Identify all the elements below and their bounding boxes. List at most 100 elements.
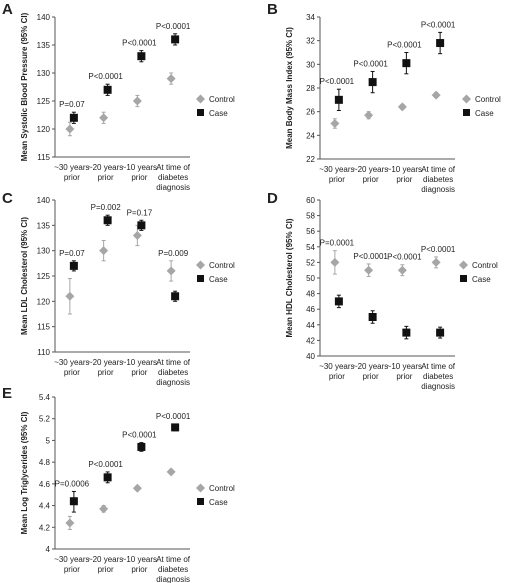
y-tick-label: 140 (37, 13, 51, 22)
legend-control-marker (196, 260, 205, 270)
case-point (368, 313, 377, 321)
p-value-annotation: P<0.0001 (88, 460, 123, 469)
legend-case-label: Case (472, 275, 491, 284)
y-tick-label: 120 (37, 297, 51, 306)
case-point (103, 85, 112, 94)
y-tick-label: 30 (306, 60, 315, 69)
y-tick-label: 130 (37, 247, 51, 256)
legend-case-marker (463, 109, 470, 116)
case-point (402, 59, 411, 68)
y-tick-label: 54 (306, 243, 315, 252)
case-point (171, 423, 180, 432)
legend-control-marker (459, 260, 468, 270)
y-tick-label: 52 (306, 258, 315, 267)
legend-case-marker (197, 109, 204, 116)
y-axis-label: Mean Body Mass Index (95% CI) (285, 27, 294, 149)
y-tick-label: 125 (37, 272, 51, 281)
y-tick-label: 5 (46, 436, 51, 445)
control-point (364, 265, 374, 275)
case-point (103, 216, 112, 225)
control-point (65, 518, 75, 528)
control-point (431, 257, 441, 267)
control-point (166, 74, 176, 84)
x-tick-label: ~10 years prior (122, 555, 157, 574)
legend-control-marker (462, 94, 471, 104)
case-point (334, 297, 343, 306)
panel-e: E 4 4.2 4.4 4.6 4.8 5 5.2 5.4 Mean Log Triglyceri… (2, 385, 235, 583)
x-tick-label: At time of diabetes diagnosis (156, 163, 191, 192)
legend-case-marker (197, 275, 204, 282)
p-value-annotation: P=0.0006 (55, 479, 90, 488)
y-tick-label: 34 (306, 13, 315, 22)
p-value-annotation: P<0.0001 (387, 253, 422, 262)
x-tick-label: ~30 years prior (54, 358, 89, 377)
y-tick-label: 4.4 (39, 502, 51, 511)
control-point (99, 113, 109, 123)
y-tick-label: 40 (306, 352, 315, 361)
y-tick-label: 4 (46, 545, 51, 554)
control-point (132, 96, 142, 106)
control-point (65, 124, 75, 134)
case-point (137, 221, 146, 230)
x-tick-label: ~10 years prior (122, 358, 157, 377)
case-point (171, 35, 180, 44)
p-value-annotation: P=0.17 (127, 208, 153, 217)
case-point (334, 95, 343, 104)
control-point (330, 119, 340, 128)
x-tick-label: ~10 years prior (122, 163, 157, 182)
x-tick-label: ~20 years prior (88, 358, 123, 377)
x-tick-label: At time of diabetes diagnosis (156, 555, 191, 583)
p-value-annotation: P=0.0001 (320, 239, 355, 248)
case-point (436, 39, 445, 48)
x-tick-label: At time of diabetes diagnosis (421, 362, 456, 391)
y-tick-label: 120 (37, 125, 51, 134)
case-point (402, 328, 411, 337)
y-axis-label: Mean LDL Cholesterol (95% CI) (20, 217, 29, 335)
control-point (431, 90, 441, 100)
y-axis-label: Mean Systolic Blood Pressure (95% CI) (20, 12, 29, 161)
control-point (99, 504, 109, 514)
y-tick-label: 125 (37, 97, 51, 106)
legend-control-label: Control (475, 95, 501, 104)
legend-case-label: Case (209, 275, 228, 284)
panel-letter: C (2, 190, 13, 207)
legend-control-label: Control (209, 95, 235, 104)
panel-letter: B (267, 1, 278, 18)
case-point (69, 113, 78, 122)
p-value-annotation: P=0.07 (59, 100, 85, 109)
control-point (166, 467, 176, 477)
p-value-annotation: P<0.0001 (122, 39, 157, 48)
x-tick-label: ~10 years prior (387, 362, 422, 381)
y-tick-label: 22 (306, 155, 315, 164)
x-tick-label: ~20 years prior (88, 555, 123, 574)
x-tick-label: ~20 years prior (353, 165, 388, 184)
y-tick-label: 5.2 (39, 415, 51, 424)
y-tick-label: 58 (306, 212, 315, 221)
y-tick-label: 4.6 (39, 480, 51, 489)
p-value-annotation: P<0.0001 (353, 252, 388, 261)
panel-letter: E (2, 385, 12, 402)
p-value-annotation: P=0.009 (158, 249, 189, 258)
panel-c: C 110 115 120 125 130 135 140 Mean LDL Cholester… (2, 190, 235, 387)
case-point (137, 52, 146, 61)
y-axis-label: Mean Log Triglycerides (95% CI) (20, 411, 29, 534)
case-point (171, 292, 180, 301)
y-tick-label: 140 (37, 196, 51, 205)
x-tick-label: At time of diabetes diagnosis (156, 358, 191, 387)
panel-b: B 22 24 26 28 30 32 34 Mean Body Mass Index (95%… (267, 1, 501, 194)
p-value-annotation: P<0.0001 (421, 245, 456, 254)
x-tick-label: ~30 years prior (54, 555, 89, 574)
y-tick-label: 56 (306, 227, 315, 236)
legend-control-marker (196, 483, 205, 493)
case-point (368, 78, 377, 87)
y-tick-label: 24 (306, 131, 315, 140)
control-point (397, 265, 407, 275)
legend-case-marker (460, 275, 467, 282)
legend-control-label: Control (209, 261, 235, 270)
p-value-annotation: P<0.0001 (387, 41, 422, 50)
y-tick-label: 50 (306, 274, 315, 283)
panel-a: A 115 120 125 130 135 140 Mean Systolic Blood P… (2, 1, 235, 192)
p-value-annotation: P<0.0001 (88, 72, 123, 81)
control-point (397, 102, 407, 112)
y-tick-label: 115 (37, 323, 50, 332)
